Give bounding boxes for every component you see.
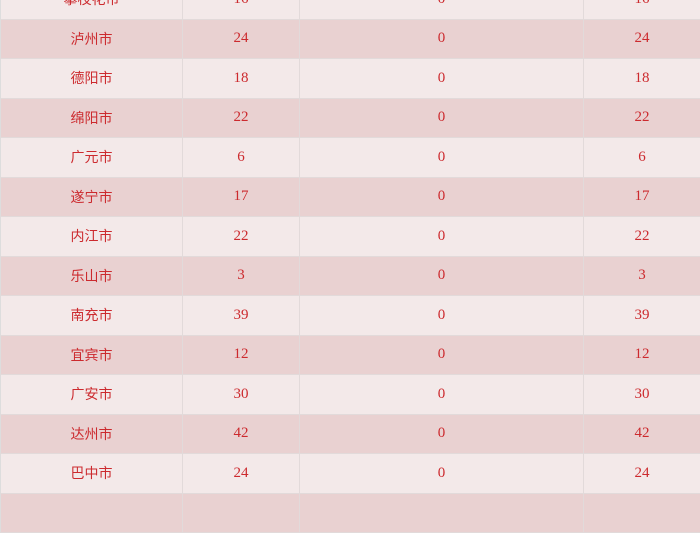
value-cell: 17 — [183, 178, 300, 217]
value-cell: 12 — [584, 336, 700, 375]
value-cell: 39 — [584, 296, 700, 335]
value-cell: 22 — [183, 217, 300, 256]
city-name-cell: 攀枝花市 — [0, 0, 183, 19]
value-cell: 0 — [300, 336, 584, 375]
table-row: 攀枝花市16016 — [0, 0, 700, 20]
value-cell: 0 — [300, 415, 584, 454]
city-name-cell: 德阳市 — [0, 59, 183, 98]
city-name-cell: 遂宁市 — [0, 178, 183, 217]
table-row — [0, 494, 700, 533]
city-name-cell: 南充市 — [0, 296, 183, 335]
value-cell: 6 — [584, 138, 700, 177]
value-cell: 0 — [300, 217, 584, 256]
city-name-cell: 广元市 — [0, 138, 183, 177]
value-cell: 17 — [584, 178, 700, 217]
value-cell: 3 — [584, 257, 700, 296]
value-cell: 16 — [183, 0, 300, 19]
value-cell: 0 — [300, 454, 584, 493]
value-cell: 6 — [183, 138, 300, 177]
value-cell: 0 — [300, 296, 584, 335]
city-stats-table: 攀枝花市16016泸州市24024德阳市18018绵阳市22022广元市606遂… — [0, 0, 700, 500]
value-cell: 24 — [584, 20, 700, 59]
city-name-cell: 达州市 — [0, 415, 183, 454]
city-name-cell: 宜宾市 — [0, 336, 183, 375]
value-cell: 0 — [300, 178, 584, 217]
value-cell: 0 — [300, 20, 584, 59]
value-cell — [183, 494, 300, 533]
value-cell — [300, 494, 584, 533]
city-name-cell: 泸州市 — [0, 20, 183, 59]
city-name-cell: 乐山市 — [0, 257, 183, 296]
value-cell: 22 — [584, 217, 700, 256]
value-cell: 0 — [300, 375, 584, 414]
value-cell: 18 — [183, 59, 300, 98]
value-cell: 42 — [584, 415, 700, 454]
value-cell: 24 — [183, 20, 300, 59]
value-cell: 24 — [183, 454, 300, 493]
value-cell: 12 — [183, 336, 300, 375]
city-name-cell: 广安市 — [0, 375, 183, 414]
value-cell: 30 — [584, 375, 700, 414]
city-name-cell — [0, 494, 183, 533]
value-cell: 0 — [300, 59, 584, 98]
value-cell: 42 — [183, 415, 300, 454]
value-cell: 3 — [183, 257, 300, 296]
city-name-cell: 巴中市 — [0, 454, 183, 493]
value-cell: 30 — [183, 375, 300, 414]
value-cell: 39 — [183, 296, 300, 335]
value-cell: 0 — [300, 99, 584, 138]
value-cell: 0 — [300, 138, 584, 177]
city-name-cell: 内江市 — [0, 217, 183, 256]
value-cell: 16 — [584, 0, 700, 19]
value-cell: 22 — [584, 99, 700, 138]
value-cell: 0 — [300, 257, 584, 296]
city-name-cell: 绵阳市 — [0, 99, 183, 138]
value-cell: 0 — [300, 0, 584, 19]
value-cell — [584, 494, 700, 533]
value-cell: 24 — [584, 454, 700, 493]
value-cell: 18 — [584, 59, 700, 98]
value-cell: 22 — [183, 99, 300, 138]
